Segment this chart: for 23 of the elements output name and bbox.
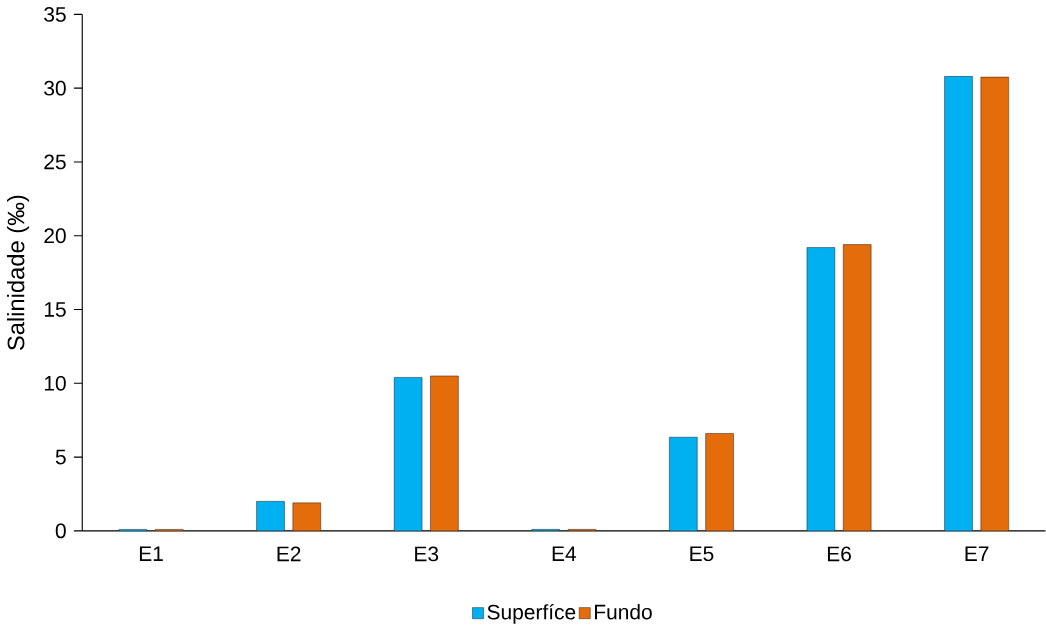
y-tick-label: 10 xyxy=(44,375,66,391)
y-tick-label: 0 xyxy=(55,523,66,539)
x-tick-label: E3 xyxy=(415,546,439,562)
y-tick-label: 35 xyxy=(44,6,66,22)
y-tick-label: 15 xyxy=(44,302,66,317)
x-tick-label: E7 xyxy=(965,546,989,561)
y-tick-label: 25 xyxy=(44,154,66,170)
y-tick-label: 5 xyxy=(55,449,66,465)
y-axis-title: Salinidade (‰) xyxy=(6,195,30,351)
bar xyxy=(430,375,459,531)
legend-label: Fundo xyxy=(595,604,652,620)
y-tick-label: 30 xyxy=(44,80,66,96)
bar xyxy=(843,244,872,531)
legend-label: Superfíce xyxy=(487,603,576,624)
bar xyxy=(292,502,321,531)
x-tick-label: E1 xyxy=(139,546,163,561)
x-tick-label: E6 xyxy=(827,546,851,562)
x-tick-label: E2 xyxy=(277,546,301,562)
bar xyxy=(705,433,734,531)
x-tick-label: E5 xyxy=(690,546,714,562)
y-tick-label: 20 xyxy=(44,228,66,244)
x-tick-label: E4 xyxy=(552,546,577,561)
bar xyxy=(980,76,1009,531)
